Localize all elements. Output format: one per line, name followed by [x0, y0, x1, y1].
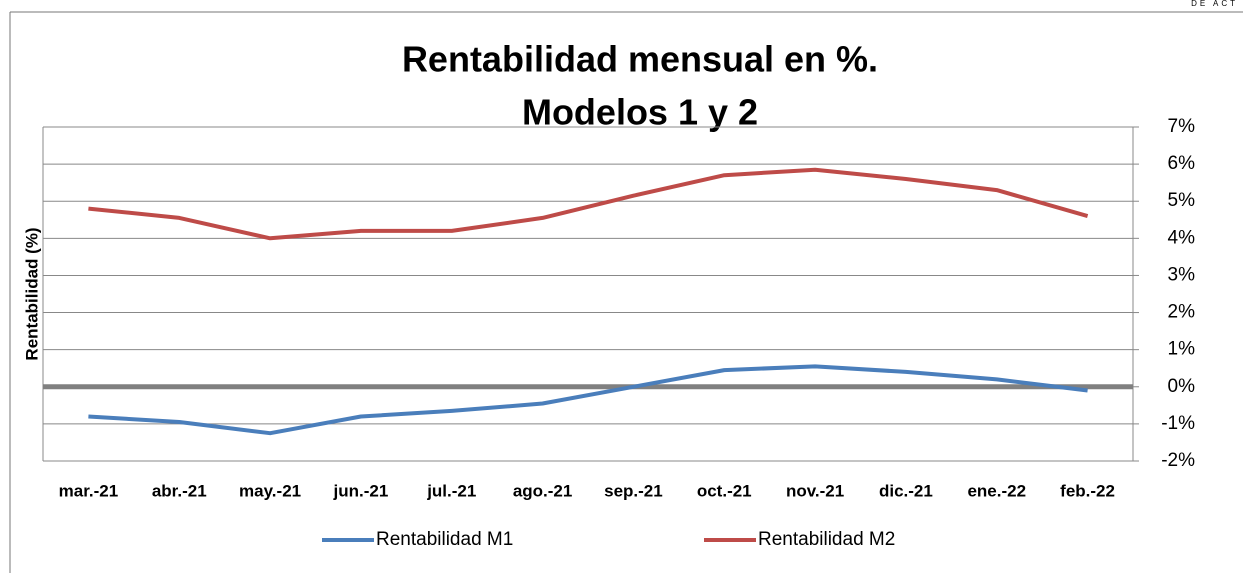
y-tick-label: 1%: [1168, 339, 1196, 360]
y-tick-label: 6%: [1168, 153, 1196, 174]
legend-label: Rentabilidad M1: [376, 529, 513, 550]
x-tick-label: mar.-21: [59, 481, 119, 500]
x-tick-label: may.-21: [239, 481, 301, 500]
x-tick-label: jul.-21: [426, 481, 476, 500]
x-tick-label: dic.-21: [879, 481, 933, 500]
legend-label: Rentabilidad M2: [758, 529, 895, 550]
chart-title: Modelos 1 y 2: [522, 92, 758, 133]
y-tick-label: -1%: [1161, 413, 1195, 434]
series-line: [88, 167, 1089, 241]
x-tick-label: oct.-21: [697, 481, 752, 500]
y-tick-label: 3%: [1168, 264, 1196, 285]
y-tick-label: -2%: [1161, 450, 1195, 471]
y-tick-label: 4%: [1168, 227, 1196, 248]
series-line: [88, 364, 1088, 436]
chart-title: Rentabilidad mensual en %.: [402, 39, 878, 80]
y-tick-label: 0%: [1168, 376, 1196, 397]
x-tick-label: ene.-22: [967, 481, 1026, 500]
corner-text: DE ACT: [1191, 0, 1238, 8]
x-tick-label: feb.-22: [1060, 481, 1115, 500]
x-tick-label: sep.-21: [604, 481, 663, 500]
y-tick-label: 2%: [1168, 302, 1196, 323]
x-tick-label: abr.-21: [152, 481, 207, 500]
x-tick-label: jun.-21: [333, 481, 389, 500]
x-tick-label: nov.-21: [786, 481, 844, 500]
x-tick-label: ago.-21: [513, 481, 573, 500]
y-tick-label: 7%: [1168, 116, 1196, 137]
y-tick-label: 5%: [1168, 190, 1196, 211]
y-axis-label: Rentabilidad (%): [22, 227, 41, 360]
